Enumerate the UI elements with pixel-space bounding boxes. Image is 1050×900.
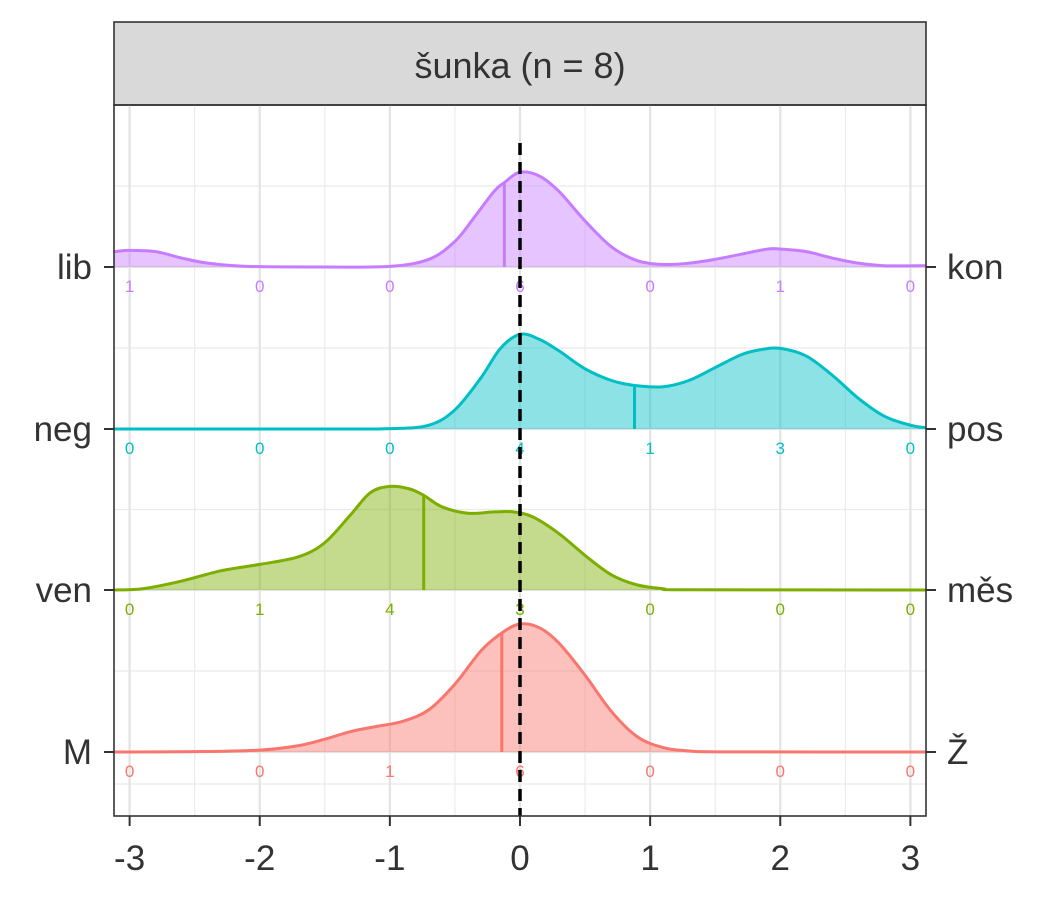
x-tick-label: 1 — [640, 839, 659, 878]
count-label: 4 — [385, 600, 394, 619]
count-label: 0 — [906, 439, 915, 458]
x-tick-label: 3 — [901, 839, 920, 878]
count-label: 3 — [776, 439, 785, 458]
count-label: 0 — [645, 277, 654, 296]
y-tick-label-right: kon — [947, 248, 1003, 287]
density-line — [113, 332, 927, 431]
x-tick-label: -1 — [374, 839, 405, 878]
count-label: 0 — [255, 439, 264, 458]
count-label: 1 — [255, 600, 264, 619]
y-tick-label-left: neg — [34, 410, 92, 449]
count-label: 1 — [776, 277, 785, 296]
count-label: 0 — [906, 762, 915, 781]
count-label: 0 — [385, 277, 394, 296]
count-label: 0 — [776, 600, 785, 619]
count-label: 0 — [125, 762, 134, 781]
facet-title: šunka (n = 8) — [414, 45, 625, 86]
x-tick-label: 0 — [510, 839, 529, 878]
y-tick-label-right: pos — [947, 410, 1003, 449]
count-label: 0 — [906, 600, 915, 619]
density-area — [114, 486, 926, 590]
y-tick-label-right: Ž — [947, 733, 968, 772]
facet-strip — [113, 21, 927, 106]
count-label: 0 — [645, 600, 654, 619]
density-area — [114, 623, 926, 752]
x-tick-label: -3 — [114, 839, 145, 878]
count-label: 0 — [255, 762, 264, 781]
ridge-M: 0016000 — [113, 622, 927, 781]
density-line — [113, 622, 927, 754]
density-line — [113, 170, 927, 269]
count-label: 0 — [125, 439, 134, 458]
y-tick-label-right: měs — [947, 571, 1013, 610]
density-line — [113, 484, 927, 592]
count-label: 1 — [385, 762, 394, 781]
x-tick-label: 2 — [771, 839, 790, 878]
count-label: 0 — [906, 277, 915, 296]
count-label: 0 — [125, 600, 134, 619]
count-label: 0 — [255, 277, 264, 296]
count-label: 0 — [645, 762, 654, 781]
count-label: 0 — [385, 439, 394, 458]
x-tick-label: -2 — [244, 839, 275, 878]
count-label: 0 — [776, 762, 785, 781]
count-label: 1 — [645, 439, 654, 458]
y-tick-label-left: M — [63, 733, 92, 772]
y-tick-label-left: ven — [36, 571, 92, 610]
count-label: 1 — [125, 277, 134, 296]
y-tick-label-left: lib — [57, 248, 92, 287]
